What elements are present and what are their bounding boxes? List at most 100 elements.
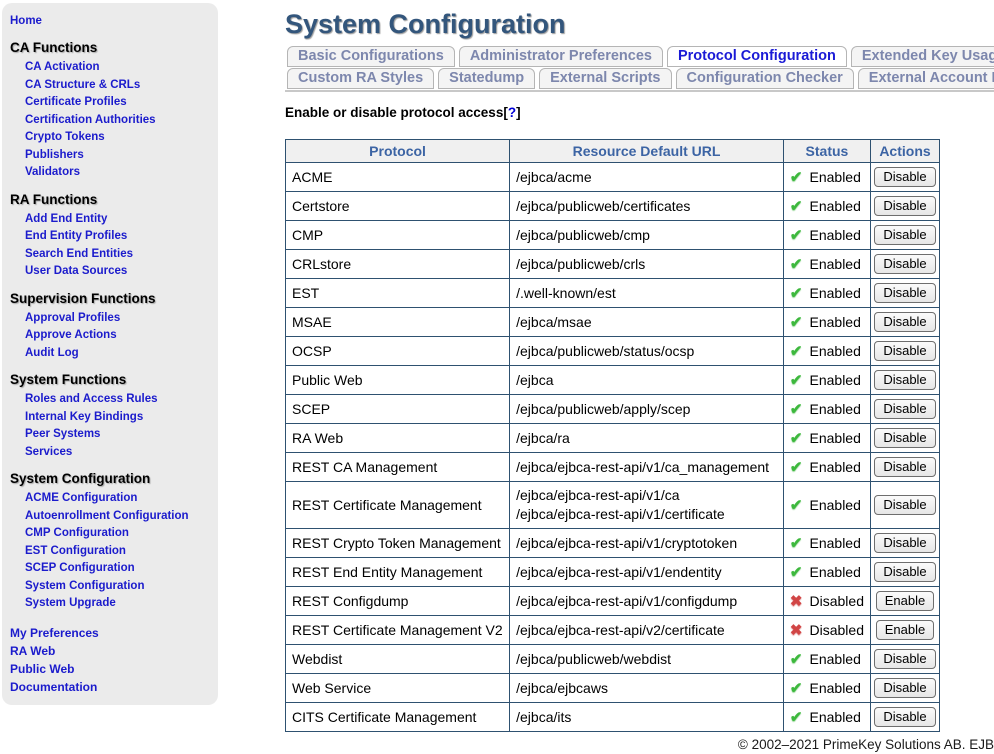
tab-basic-configurations[interactable]: Basic Configurations <box>287 46 455 67</box>
disable-button[interactable]: Disable <box>874 533 936 553</box>
help-bracket-open: [ <box>503 105 508 120</box>
check-icon: ✔ <box>789 371 803 389</box>
disable-button[interactable]: Disable <box>874 707 936 727</box>
tab-administrator-preferences[interactable]: Administrator Preferences <box>458 46 663 67</box>
disable-button[interactable]: Disable <box>874 283 936 303</box>
disable-button[interactable]: Disable <box>874 196 936 216</box>
resource-url-cell: /ejbca/ejbca-rest-api/v2/certificate <box>509 615 784 645</box>
table-row: REST Configdump/ejbca/ejbca-rest-api/v1/… <box>284 586 941 616</box>
protocol-cell: ACME <box>284 162 511 192</box>
protocol-cell: REST CA Management <box>284 452 511 482</box>
sidebar-item-internal-key-bindings[interactable]: Internal Key Bindings <box>25 410 144 423</box>
actions-cell: Disable <box>869 423 941 453</box>
check-icon: ✔ <box>789 458 803 476</box>
status-label: Enabled <box>809 650 861 667</box>
disable-button[interactable]: Disable <box>874 678 936 698</box>
table-row: MSAE/ejbca/msae ✔ Enabled Disable <box>284 307 941 337</box>
disable-button[interactable]: Disable <box>874 254 936 274</box>
help-line: Enable or disable protocol access[?] <box>285 105 994 120</box>
disable-button[interactable]: Disable <box>874 341 936 361</box>
disable-button[interactable]: Disable <box>874 312 936 332</box>
page-title: System Configuration <box>285 9 566 39</box>
resource-url-cell: /ejbca/publicweb/certificates <box>509 191 784 221</box>
resource-url-cell: /ejbca/its <box>509 702 784 732</box>
sidebar-item-autoenrollment-configuration[interactable]: Autoenrollment Configuration <box>25 509 189 522</box>
tab-custom-ra-styles[interactable]: Custom RA Styles <box>287 68 435 89</box>
tab-statedump[interactable]: Statedump <box>438 68 536 89</box>
status-label: Enabled <box>809 679 861 696</box>
protocol-cell: Webdist <box>284 644 511 674</box>
protocol-cell: CITS Certificate Management <box>284 702 511 732</box>
sidebar-item-documentation[interactable]: Documentation <box>10 679 98 694</box>
sidebar-item-system-configuration[interactable]: System Configuration <box>25 579 145 592</box>
sidebar-item-search-end-entities[interactable]: Search End Entities <box>25 247 134 260</box>
actions-cell: Disable <box>869 249 941 279</box>
actions-cell: Disable <box>869 528 941 558</box>
sidebar-item-end-entity-profiles[interactable]: End Entity Profiles <box>25 230 128 242</box>
sidebar-item-peer-systems[interactable]: Peer Systems <box>25 428 101 440</box>
table-row: RA Web/ejbca/ra ✔ Enabled Disable <box>284 423 941 453</box>
sidebar-item-certification-authorities[interactable]: Certification Authorities <box>25 113 156 126</box>
sidebar-item-roles-and-access-rules[interactable]: Roles and Access Rules <box>25 393 158 405</box>
status-cell: ✔ Enabled <box>782 644 871 674</box>
sidebar-item-user-data-sources[interactable]: User Data Sources <box>25 265 128 277</box>
tab-extended-key-usages[interactable]: Extended Key Usages <box>850 46 994 67</box>
sidebar-item-ca-structure-crls[interactable]: CA Structure & CRLs <box>25 78 141 91</box>
disable-button[interactable]: Disable <box>874 495 936 515</box>
protocol-cell: REST End Entity Management <box>284 557 511 587</box>
sidebar-item-est-configuration[interactable]: EST Configuration <box>25 544 126 557</box>
resource-url: /ejbca/ejbca-rest-api/v1/ca <box>516 487 680 503</box>
disable-button[interactable]: Disable <box>874 370 936 390</box>
sidebar-item-add-end-entity[interactable]: Add End Entity <box>25 212 108 225</box>
table-row: REST Crypto Token Management/ejbca/ejbca… <box>284 528 941 558</box>
sidebar-item-system-upgrade[interactable]: System Upgrade <box>25 597 116 609</box>
table-row: CMP/ejbca/publicweb/cmp ✔ Enabled Disable <box>284 220 941 250</box>
disable-button[interactable]: Disable <box>874 649 936 669</box>
resource-url-cell: /ejbca/publicweb/webdist <box>509 644 784 674</box>
tab-bar: Basic Configurations Administrator Prefer… <box>285 46 994 92</box>
tab-protocol-configuration[interactable]: Protocol Configuration <box>666 46 847 67</box>
resource-url: /ejbca/publicweb/crls <box>516 255 646 272</box>
sidebar-item-public-web[interactable]: Public Web <box>10 661 75 676</box>
disable-button[interactable]: Disable <box>874 428 936 448</box>
status-cell: ✔ Enabled <box>782 336 871 366</box>
disable-button[interactable]: Disable <box>874 167 936 187</box>
enable-button[interactable]: Enable <box>875 591 935 611</box>
sidebar-item-my-preferences[interactable]: My Preferences <box>10 625 99 640</box>
sidebar-item-acme-configuration[interactable]: ACME Configuration <box>25 492 138 504</box>
status-label: Enabled <box>809 255 861 272</box>
tab-external-account-bindings[interactable]: External Account Bindings <box>857 68 994 89</box>
sidebar-item-cmp-configuration[interactable]: CMP Configuration <box>25 527 129 539</box>
sidebar-item-certificate-profiles[interactable]: Certificate Profiles <box>25 96 127 108</box>
sidebar-item-approve-actions[interactable]: Approve Actions <box>25 329 117 341</box>
resource-url: /ejbca/ejbca-rest-api/v1/ca_management <box>516 458 770 475</box>
disable-button[interactable]: Disable <box>874 399 936 419</box>
sidebar-item-publishers[interactable]: Publishers <box>25 148 84 161</box>
help-question-link[interactable]: ? <box>507 105 517 120</box>
check-icon: ✔ <box>789 400 803 418</box>
sidebar-item-ra-web[interactable]: RA Web <box>10 643 56 658</box>
sidebar-item-crypto-tokens[interactable]: Crypto Tokens <box>25 131 105 143</box>
disable-button[interactable]: Disable <box>874 457 936 477</box>
sidebar-item-validators[interactable]: Validators <box>25 166 80 178</box>
resource-url: /.well-known/est <box>516 284 616 301</box>
status-cell: ✔ Enabled <box>782 452 871 482</box>
table-row: SCEP/ejbca/publicweb/apply/scep ✔ Enabled D… <box>284 394 941 424</box>
resource-url: /ejbca/msae <box>516 313 592 330</box>
protocol-cell: Public Web <box>284 365 511 395</box>
enable-button[interactable]: Enable <box>875 620 935 640</box>
sidebar-item-scep-configuration[interactable]: SCEP Configuration <box>25 562 135 574</box>
disable-button[interactable]: Disable <box>874 225 936 245</box>
sidebar-item-services[interactable]: Services <box>25 445 73 458</box>
sidebar-item-home[interactable]: Home <box>10 15 42 27</box>
sidebar-item-approval-profiles[interactable]: Approval Profiles <box>25 311 121 324</box>
sidebar-footer-links: My Preferences RA Web Public Web Documentat… <box>10 624 212 696</box>
tab-configuration-checker[interactable]: Configuration Checker <box>675 68 854 89</box>
sidebar-item-audit-log[interactable]: Audit Log <box>25 346 79 359</box>
check-icon: ✔ <box>789 284 803 302</box>
tab-external-scripts[interactable]: External Scripts <box>539 68 672 89</box>
check-icon: ✔ <box>789 708 803 726</box>
disable-button[interactable]: Disable <box>874 562 936 582</box>
sidebar-item-ca-activation[interactable]: CA Activation <box>25 61 100 73</box>
protocol-cell: REST Crypto Token Management <box>284 528 511 558</box>
